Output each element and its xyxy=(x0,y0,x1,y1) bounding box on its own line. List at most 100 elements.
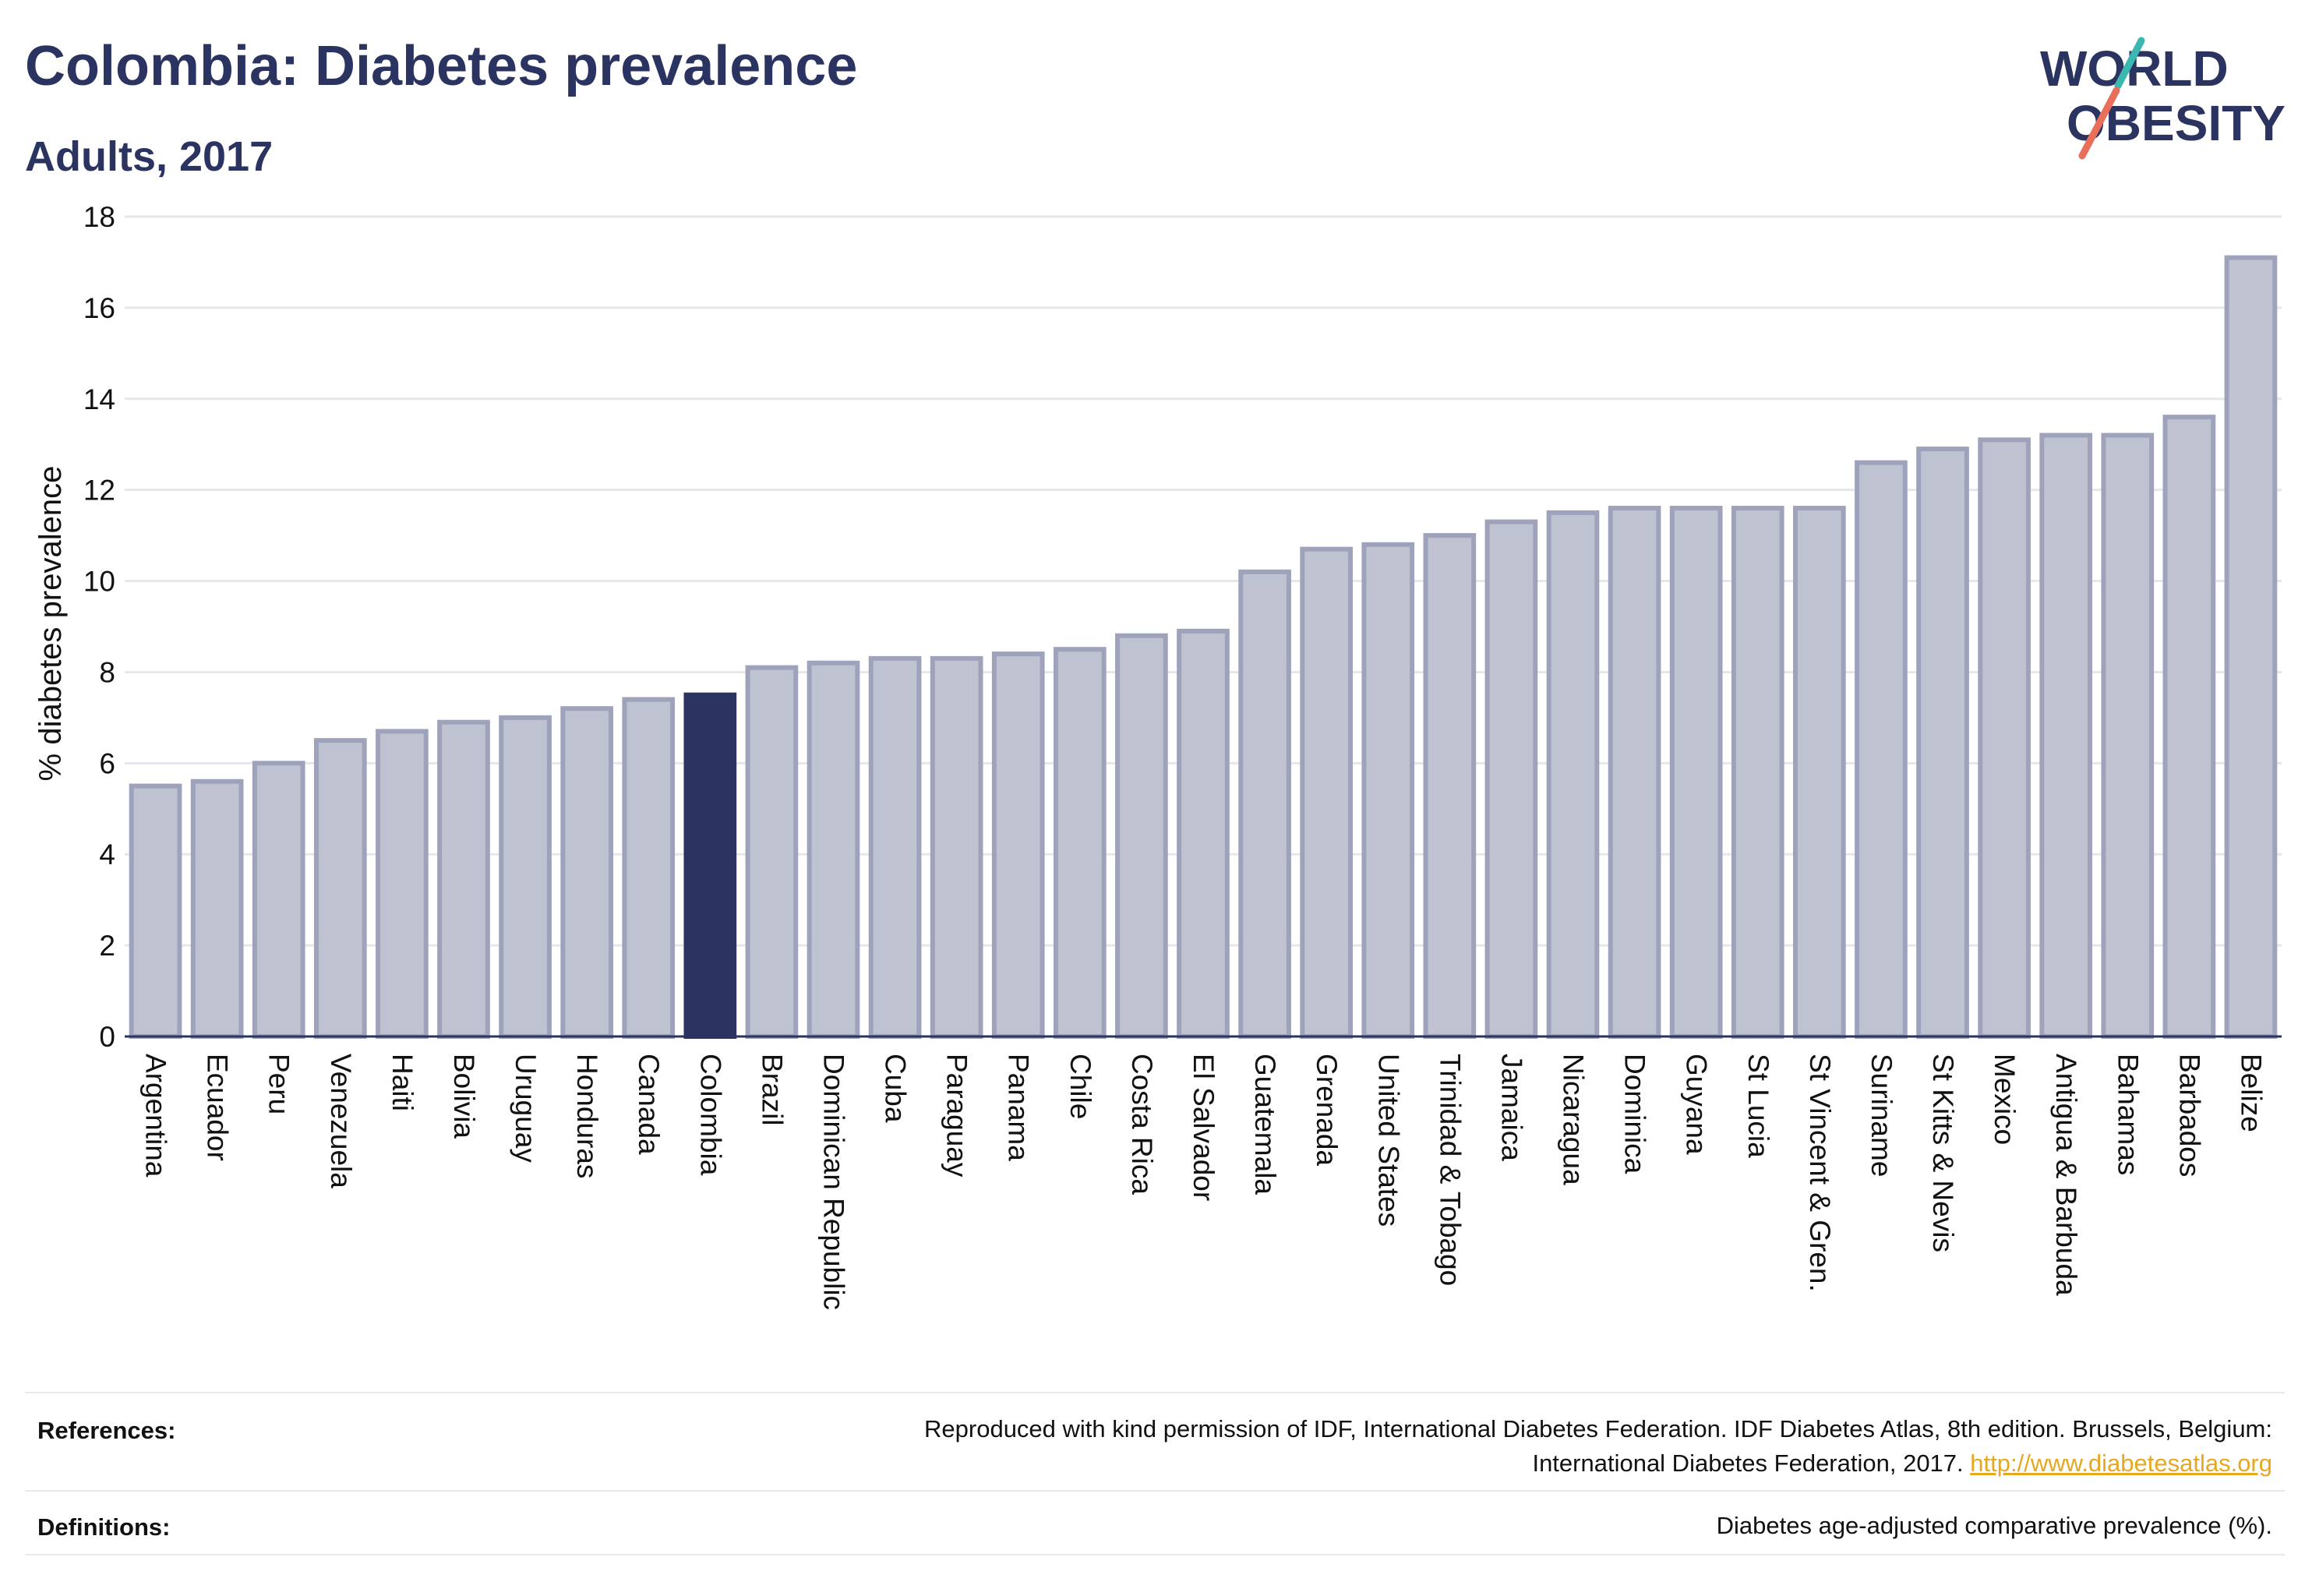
bar-cuba xyxy=(868,655,922,1040)
x-tick-label: Guyana xyxy=(1681,1054,1713,1155)
definitions-label: Definitions: xyxy=(37,1513,171,1541)
y-tick-label: 2 xyxy=(99,930,115,962)
bar-uruguay xyxy=(499,715,552,1040)
world-obesity-logo: WORLD OBESITY xyxy=(2040,37,2286,160)
bar-nicaragua xyxy=(1546,510,1600,1039)
x-tick-label: Honduras xyxy=(571,1054,603,1178)
x-tick-label: Colombia xyxy=(694,1054,726,1176)
x-tick-label: Jamaica xyxy=(1495,1054,1527,1161)
bar-colombia xyxy=(683,692,737,1040)
x-tick-label: Belize xyxy=(2235,1054,2267,1132)
x-tick-label: El Salvador xyxy=(1188,1054,1220,1201)
bar-paraguay xyxy=(930,655,983,1040)
references-link[interactable]: http://www.diabetesatlas.org xyxy=(1970,1449,2272,1477)
y-tick-label: 14 xyxy=(83,383,115,415)
y-tick-label: 4 xyxy=(99,839,115,870)
footer-divider-middle xyxy=(25,1490,2285,1492)
y-tick-label: 10 xyxy=(83,566,115,598)
x-tick-label: St Vincent & Gren. xyxy=(1804,1054,1836,1292)
x-tick-label: United States xyxy=(1372,1054,1404,1227)
definitions-text: Diabetes age-adjusted comparative preval… xyxy=(1716,1512,2272,1539)
bar-argentina xyxy=(129,783,182,1039)
y-tick-label: 0 xyxy=(99,1021,115,1053)
bar-guatemala xyxy=(1238,569,1291,1039)
logo-slash-coral xyxy=(2078,87,2120,160)
x-tick-label: Trinidad & Tobago xyxy=(1434,1054,1466,1286)
x-tick-label: Nicaragua xyxy=(1558,1054,1590,1185)
x-tick-label: Venezuela xyxy=(325,1054,357,1188)
bar-haiti xyxy=(376,729,429,1040)
bar-st-vincent-gren- xyxy=(1793,506,1846,1039)
x-tick-label: Panama xyxy=(1003,1054,1035,1161)
bar-venezuela xyxy=(313,738,367,1039)
x-tick-label: Brazil xyxy=(756,1054,788,1126)
x-tick-label: Bolivia xyxy=(448,1054,480,1139)
x-tick-label: Ecuador xyxy=(202,1054,234,1161)
x-tick-label: Chile xyxy=(1064,1054,1096,1119)
bar-suriname xyxy=(1855,460,1908,1039)
bar-bahamas xyxy=(2101,433,2155,1039)
bar-el-salvador xyxy=(1177,628,1230,1039)
references-line-2: International Diabetes Federation, 2017.… xyxy=(924,1446,2272,1481)
references-label: References: xyxy=(37,1417,176,1444)
bar-canada xyxy=(622,697,676,1039)
bar-bolivia xyxy=(437,719,490,1039)
references-line-1: Reproduced with kind permission of IDF, … xyxy=(924,1415,2272,1442)
references-text: Reproduced with kind permission of IDF, … xyxy=(924,1412,2272,1481)
bars xyxy=(129,255,2278,1040)
bar-chart: 0 2 4 6 8 10 12 14 16 18 Argentina Ecuador Peru Vene… xyxy=(34,201,2282,1310)
bar-grenada xyxy=(1300,546,1354,1039)
bar-belize xyxy=(2224,255,2278,1040)
x-tick-label: St Lucia xyxy=(1742,1054,1774,1158)
bar-costa-rica xyxy=(1115,633,1168,1039)
x-tick-label: Haiti xyxy=(387,1054,418,1111)
chart-title: Colombia: Diabetes prevalence xyxy=(25,35,858,97)
x-tick-label: Barbados xyxy=(2173,1054,2205,1177)
x-tick-label: Antigua & Barbuda xyxy=(2050,1054,2082,1296)
x-tick-label: Paraguay xyxy=(941,1054,973,1178)
bar-st-kitts-nevis xyxy=(1916,447,1969,1039)
bar-trinidad-tobago xyxy=(1423,533,1477,1039)
bar-mexico xyxy=(1978,437,2031,1039)
bar-panama xyxy=(991,651,1045,1039)
chart-subtitle: Adults, 2017 xyxy=(25,133,274,180)
references-line-2-text: International Diabetes Federation, 2017. xyxy=(1532,1449,1964,1477)
x-tick-label: Bahamas xyxy=(2112,1054,2144,1175)
x-tick-label: Peru xyxy=(263,1054,295,1114)
bar-honduras xyxy=(560,706,613,1039)
bar-jamaica xyxy=(1484,519,1538,1039)
x-tick-label: Guatemala xyxy=(1249,1054,1281,1195)
x-tick-label: Uruguay xyxy=(510,1054,542,1163)
x-tick-label: Dominica xyxy=(1619,1054,1651,1174)
x-tick-label: Mexico xyxy=(1989,1054,2021,1145)
y-tick-label: 8 xyxy=(99,656,115,688)
x-axis-labels: Argentina Ecuador Peru Venezuela Haiti Bolivi… xyxy=(140,1054,2268,1310)
bar-chile xyxy=(1053,647,1107,1039)
bar-antigua-barbuda xyxy=(2039,433,2093,1039)
x-tick-label: Canada xyxy=(633,1054,665,1155)
x-tick-label: Dominican Republic xyxy=(817,1054,849,1310)
y-tick-label: 16 xyxy=(83,292,115,324)
bar-barbados xyxy=(2162,415,2216,1039)
x-tick-label: Costa Rica xyxy=(1126,1054,1158,1195)
x-tick-label: Suriname xyxy=(1866,1054,1897,1177)
bar-dominican-republic xyxy=(807,660,860,1039)
bar-brazil xyxy=(745,665,799,1039)
y-tick-label: 12 xyxy=(83,475,115,507)
logo-slash-teal xyxy=(2114,37,2145,90)
bar-guyana xyxy=(1669,506,1723,1039)
y-axis-ticks: 0 2 4 6 8 10 12 14 16 18 xyxy=(83,201,115,1053)
bar-united-states xyxy=(1361,542,1415,1039)
y-tick-label: 6 xyxy=(99,747,115,779)
y-axis-label: % diabetes prevalence xyxy=(34,466,68,782)
footer-divider-top xyxy=(25,1392,2285,1393)
bar-ecuador xyxy=(190,779,244,1039)
x-tick-label: Cuba xyxy=(880,1054,912,1123)
y-tick-label: 18 xyxy=(83,201,115,233)
x-tick-label: Argentina xyxy=(140,1054,172,1178)
footer-divider-bottom xyxy=(25,1554,2285,1555)
x-tick-label: St Kitts & Nevis xyxy=(1927,1054,1959,1252)
x-tick-label: Grenada xyxy=(1311,1054,1343,1166)
bar-dominica xyxy=(1608,506,1661,1039)
bar-st-lucia xyxy=(1731,506,1784,1039)
